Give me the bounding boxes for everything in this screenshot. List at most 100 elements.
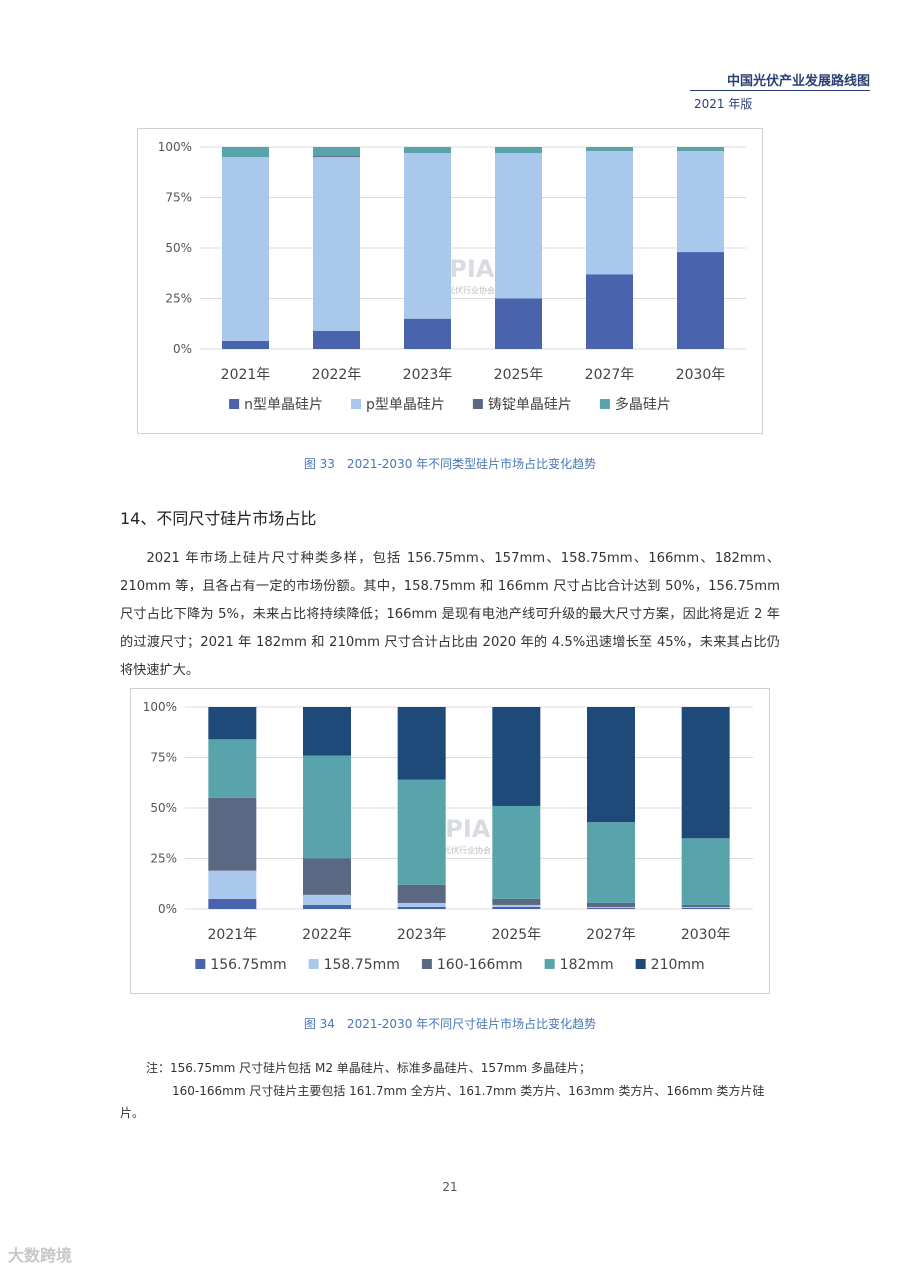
bar-segment <box>586 147 633 152</box>
bar-segment <box>681 906 730 908</box>
bar-segment <box>303 904 351 909</box>
chart-wafer-type: 0% 25% 50% 75% 100% CPIA 中国光伏行业协会 2021年 2022年 202… <box>137 128 763 434</box>
bar-segment <box>677 151 724 253</box>
footer-brand-logo: 大数跨境 <box>8 1246 73 1265</box>
x-tick-label: 2030年 <box>681 927 731 943</box>
bar-segment <box>208 870 257 899</box>
legend-item: 多晶硅片 <box>599 396 671 413</box>
bar-segment <box>587 707 635 823</box>
bar-segment <box>208 739 257 798</box>
x-tick-label: 2027年 <box>585 367 635 383</box>
x-tick-label: 2022年 <box>312 367 362 383</box>
x-tick-label: 2030年 <box>676 367 726 383</box>
y-tick-label: 50% <box>165 241 192 255</box>
bar-segment <box>495 153 542 299</box>
bar-segment <box>404 147 451 154</box>
x-tick-label: 2025年 <box>494 367 544 383</box>
legend-label: n型单晶硅片 <box>244 397 323 413</box>
bar-segment <box>222 157 269 341</box>
legend-label: 182mm <box>560 957 614 973</box>
legend-swatch <box>544 959 555 969</box>
figure-34-caption: 图 34 2021-2030 年不同尺寸硅片市场占比变化趋势 <box>303 1017 597 1031</box>
bar-segment <box>404 318 451 349</box>
bar-segment <box>397 779 446 885</box>
legend-item: p型单晶硅片 <box>350 397 445 413</box>
bar-segment <box>313 157 360 331</box>
bar-segment <box>586 274 633 349</box>
bar-segment <box>586 151 633 275</box>
legend-item: 160-166mm <box>421 957 523 973</box>
y-tick-label: 25% <box>150 852 177 866</box>
legend-swatch <box>229 399 240 409</box>
legend-label: 铸锭单晶硅片 <box>488 397 572 413</box>
header-rule <box>690 90 870 91</box>
header-edition: 2021 年版 <box>694 97 753 111</box>
y-tick-label: 0% <box>158 902 177 916</box>
bar-segment <box>587 902 635 907</box>
legend-item: 182mm <box>544 957 614 973</box>
bar-segment <box>397 884 446 903</box>
legend-label: 160-166mm <box>437 957 523 973</box>
y-tick-label: 100% <box>143 700 177 714</box>
y-tick-label: 0% <box>173 342 192 356</box>
x-tick-label: 2023年 <box>397 927 447 943</box>
bar-segment <box>303 755 351 859</box>
x-tick-label: 2027年 <box>586 927 636 943</box>
bar-segment <box>313 147 360 157</box>
bar-segment <box>681 904 730 907</box>
y-tick-label: 75% <box>165 191 192 205</box>
watermark-logo-subtext: 中国光伏行业协会 <box>431 285 495 295</box>
bar-segment <box>681 838 730 905</box>
x-tick-label: 2021年 <box>221 367 271 383</box>
bar-segment <box>303 894 351 905</box>
legend-item: 铸锭单晶硅片 <box>472 397 572 413</box>
legend-swatch <box>350 399 361 409</box>
legend-swatch <box>635 959 646 969</box>
bar-segment <box>492 707 541 806</box>
bar-segment <box>681 907 730 909</box>
bar-segment <box>397 906 446 909</box>
note-line-1: 注：156.75mm 尺寸硅片包括 M2 单晶硅片、标准多晶硅片、157mm 多… <box>146 1061 591 1075</box>
legend-swatch <box>599 399 610 409</box>
y-tick-label: 100% <box>158 140 192 154</box>
x-tick-label: 2025年 <box>492 927 542 943</box>
bar-segment <box>492 805 541 899</box>
section-heading: 14、不同尺寸硅片市场占比 <box>120 509 317 528</box>
legend-label: 多晶硅片 <box>615 396 671 413</box>
legend-item: 158.75mm <box>308 957 400 973</box>
figure-33-caption: 图 33 2021-2030 年不同类型硅片市场占比变化趋势 <box>303 457 597 471</box>
y-tick-label: 75% <box>150 751 177 765</box>
bar-segment <box>222 147 269 158</box>
legend-item: 156.75mm <box>195 957 287 973</box>
header-title: 中国光伏产业发展路线图 <box>726 74 870 89</box>
legend-item: 210mm <box>635 957 705 973</box>
legend-swatch <box>472 399 483 409</box>
bar-segment <box>587 907 635 909</box>
bar-segment <box>208 707 257 740</box>
legend-swatch <box>308 959 319 969</box>
chart-wafer-size: 0% 25% 50% 75% 100% CPIA 中国光伏行业协会 2021年 2022年 202… <box>130 688 770 994</box>
x-tick-label: 2023年 <box>403 367 453 383</box>
bar-segment <box>208 797 257 871</box>
bar-segment <box>492 898 541 905</box>
bar-segment <box>397 902 446 907</box>
page-number: 21 <box>442 1180 458 1194</box>
note-line-2: 160-166mm 尺寸硅片主要包括 161.7mm 全方片、161.7mm 类… <box>120 1084 765 1120</box>
legend-swatch <box>421 959 432 969</box>
bar-segment <box>404 153 451 319</box>
watermark-logo-subtext: 中国光伏行业协会 <box>427 845 491 855</box>
legend-label: 210mm <box>651 957 705 973</box>
bar-segment <box>492 906 541 909</box>
bar-segment <box>677 147 724 152</box>
bar-segment <box>587 822 635 903</box>
legend-item: n型单晶硅片 <box>229 397 323 413</box>
bar-segment <box>313 156 360 158</box>
y-tick-label: 25% <box>165 292 192 306</box>
bar-segment <box>677 252 724 349</box>
y-tick-label: 50% <box>150 801 177 815</box>
bar-segment <box>397 707 446 780</box>
x-tick-label: 2022年 <box>302 927 352 943</box>
bar-segment <box>587 906 635 908</box>
body-paragraph: 2021 年市场上硅片尺寸种类多样，包括 156.75mm、157mm、158.… <box>120 551 780 678</box>
